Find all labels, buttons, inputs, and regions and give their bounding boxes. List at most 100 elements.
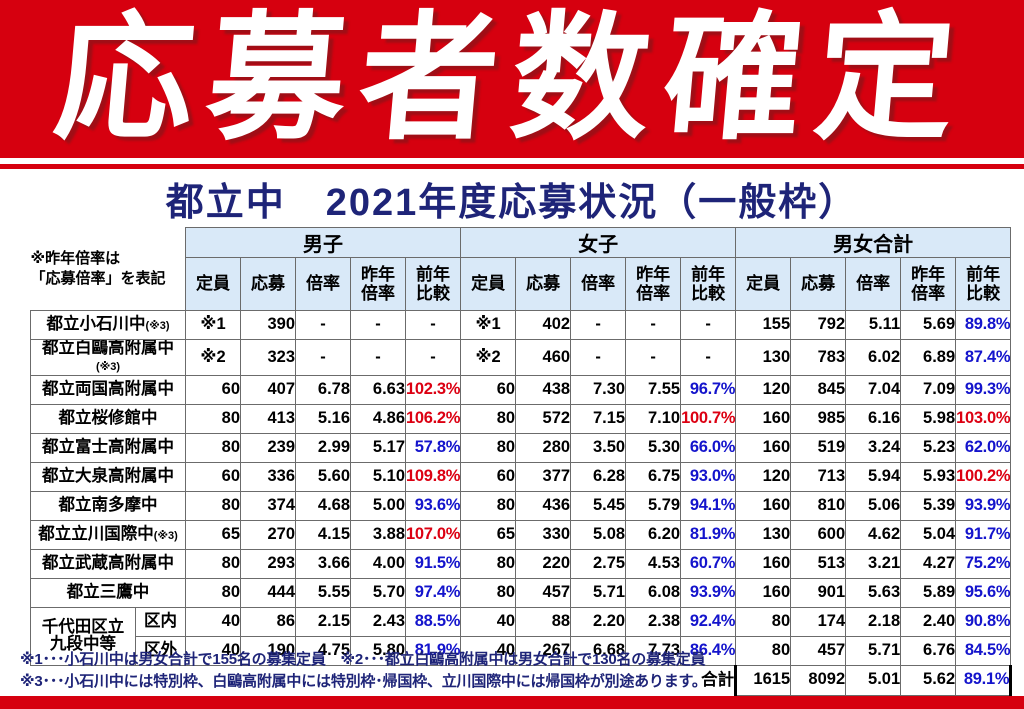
data-cell: 4.86 bbox=[350, 403, 407, 434]
data-cell: - bbox=[625, 310, 682, 340]
data-cell: 6.16 bbox=[845, 403, 902, 434]
footnote-2: ※3･･･小石川中には特別枠、白鷗高附属中には特別枠･帰国枠、立川国際中には帰国… bbox=[20, 672, 707, 690]
data-cell: 5.98 bbox=[900, 403, 957, 434]
percent-cell: 60.7% bbox=[680, 548, 737, 579]
data-cell: - bbox=[350, 310, 407, 340]
data-cell: 60 bbox=[185, 374, 242, 405]
data-cell: 7.10 bbox=[625, 403, 682, 434]
data-cell: 5.04 bbox=[900, 519, 957, 550]
percent-cell: 93.6% bbox=[405, 490, 462, 521]
data-cell: 413 bbox=[240, 403, 297, 434]
column-header: 昨年 倍率 bbox=[625, 257, 682, 311]
percent-cell: 97.4% bbox=[405, 577, 462, 608]
data-cell: - bbox=[295, 310, 352, 340]
data-cell: 5.71 bbox=[570, 577, 627, 608]
data-cell: 120 bbox=[735, 374, 792, 405]
percent-cell: 107.0% bbox=[405, 519, 462, 550]
school-name-cell: 都立両国高附属中 bbox=[29, 374, 187, 405]
data-cell: 3.66 bbox=[295, 548, 352, 579]
data-cell: 6.89 bbox=[900, 339, 957, 376]
data-cell: 155 bbox=[735, 310, 792, 340]
school-name: 都立南多摩中 bbox=[58, 495, 158, 514]
total-label: 合計 bbox=[30, 665, 736, 696]
data-cell: 6.76 bbox=[900, 635, 957, 666]
footnote-1: ※1･･･小石川中は男女合計で155名の募集定員 ※2･･･都立白鷗高附属中は男… bbox=[20, 651, 706, 668]
column-header: 倍率 bbox=[295, 257, 352, 311]
table-row: 都立富士高附属中 80 239 2.99 5.17 57.8% 80 280 3.50 5.30 6… bbox=[29, 432, 1012, 463]
data-cell: 2.15 bbox=[295, 606, 352, 637]
data-cell: 407 bbox=[240, 374, 297, 405]
column-header: 昨年 倍率 bbox=[900, 257, 957, 311]
school-name-line: 千代田区立 bbox=[41, 617, 125, 636]
school-name: 都立白鷗高附属中 bbox=[42, 339, 174, 357]
table-row: 都立大泉高附属中 60 336 5.60 5.10 109.8% 60 377 6.28 6.75… bbox=[29, 461, 1012, 492]
total-row: 合計 1615 8092 5.01 5.62 89.1% bbox=[30, 664, 1013, 696]
data-cell: 160 bbox=[735, 577, 792, 608]
school-name: 都立富士高附属中 bbox=[42, 437, 174, 456]
table-row: 都立白鷗高附属中(※3) ※2 323- - - ※2 460- - -130 783 6.02 6.… bbox=[29, 339, 1012, 376]
percent-cell: 62.0% bbox=[955, 432, 1012, 463]
data-cell: 7.09 bbox=[900, 374, 957, 405]
data-cell: ※2 bbox=[185, 339, 242, 376]
school-name-cell: 都立桜修館中 bbox=[29, 403, 187, 434]
data-cell: 519 bbox=[790, 432, 847, 463]
percent-cell: 100.7% bbox=[680, 403, 737, 434]
data-cell: ※2 bbox=[460, 339, 517, 376]
table-row: 都立三鷹中 80 444 5.55 5.70 97.4% 80 457 5.71 6.08 93.9… bbox=[29, 577, 1012, 608]
main-banner: 応募者数確定 bbox=[0, 0, 1024, 158]
data-cell: 5.16 bbox=[295, 403, 352, 434]
data-cell: - bbox=[570, 339, 627, 376]
percent-cell: 86.4% bbox=[680, 635, 737, 666]
percent-cell: 84.5% bbox=[955, 635, 1012, 666]
column-header: 倍率 bbox=[845, 257, 902, 311]
data-cell: 457 bbox=[790, 635, 847, 666]
column-header: 定員 bbox=[735, 257, 792, 311]
data-cell: 5.71 bbox=[845, 635, 902, 666]
data-cell: 5.45 bbox=[570, 490, 627, 521]
school-name-cell: 都立白鷗高附属中 (※3) bbox=[29, 339, 187, 376]
ward-label-cell: 区内 bbox=[134, 606, 187, 637]
data-cell: 4.15 bbox=[295, 519, 352, 550]
data-cell: 402 bbox=[515, 310, 572, 340]
side-note-line: 「応募倍率」を表記 bbox=[30, 269, 166, 287]
side-note-line: ※昨年倍率は bbox=[30, 249, 121, 267]
data-cell: 323 bbox=[240, 339, 297, 376]
school-note-ref: (※3) bbox=[153, 529, 178, 542]
data-cell: 2.20 bbox=[570, 606, 627, 637]
data-cell: 5.10 bbox=[350, 461, 407, 492]
data-cell: 336 bbox=[240, 461, 297, 492]
data-cell: 5.06 bbox=[845, 490, 902, 521]
data-cell: 374 bbox=[240, 490, 297, 521]
data-cell: 5.08 bbox=[570, 519, 627, 550]
percent-cell: 88.5% bbox=[405, 606, 462, 637]
data-cell: 5.11 bbox=[845, 310, 902, 340]
data-cell: 174 bbox=[790, 606, 847, 637]
data-cell: 438 bbox=[515, 374, 572, 405]
data-cell: 220 bbox=[515, 548, 572, 579]
data-cell: 80 bbox=[185, 490, 242, 521]
total-cell: 5.62 bbox=[900, 664, 957, 696]
data-cell: 5.70 bbox=[350, 577, 407, 608]
table-row: 都立武蔵高附属中 80 293 3.66 4.00 91.5% 80 220 2.75 4.53 6… bbox=[29, 548, 1012, 579]
data-cell: 80 bbox=[185, 403, 242, 434]
data-cell: 4.62 bbox=[845, 519, 902, 550]
total-cell: 5.01 bbox=[845, 664, 902, 696]
page-title: 応募者数確定 bbox=[49, 2, 975, 156]
data-cell: 267 bbox=[515, 635, 572, 666]
data-cell: 390 bbox=[240, 310, 297, 340]
data-cell: 65 bbox=[460, 519, 517, 550]
data-cell: 6.78 bbox=[295, 374, 352, 405]
data-cell: 80 bbox=[460, 548, 517, 579]
school-name: 都立三鷹中 bbox=[66, 582, 150, 601]
data-cell: 4.53 bbox=[625, 548, 682, 579]
data-cell: 810 bbox=[790, 490, 847, 521]
data-cell: 5.80 bbox=[350, 635, 407, 666]
percent-cell: 92.4% bbox=[680, 606, 737, 637]
data-cell: 80 bbox=[185, 577, 242, 608]
data-cell: - bbox=[625, 339, 682, 376]
column-header: 倍率 bbox=[570, 257, 627, 311]
data-cell: 40 bbox=[185, 635, 242, 666]
percent-cell: 91.7% bbox=[955, 519, 1012, 550]
data-cell: 3.24 bbox=[845, 432, 902, 463]
